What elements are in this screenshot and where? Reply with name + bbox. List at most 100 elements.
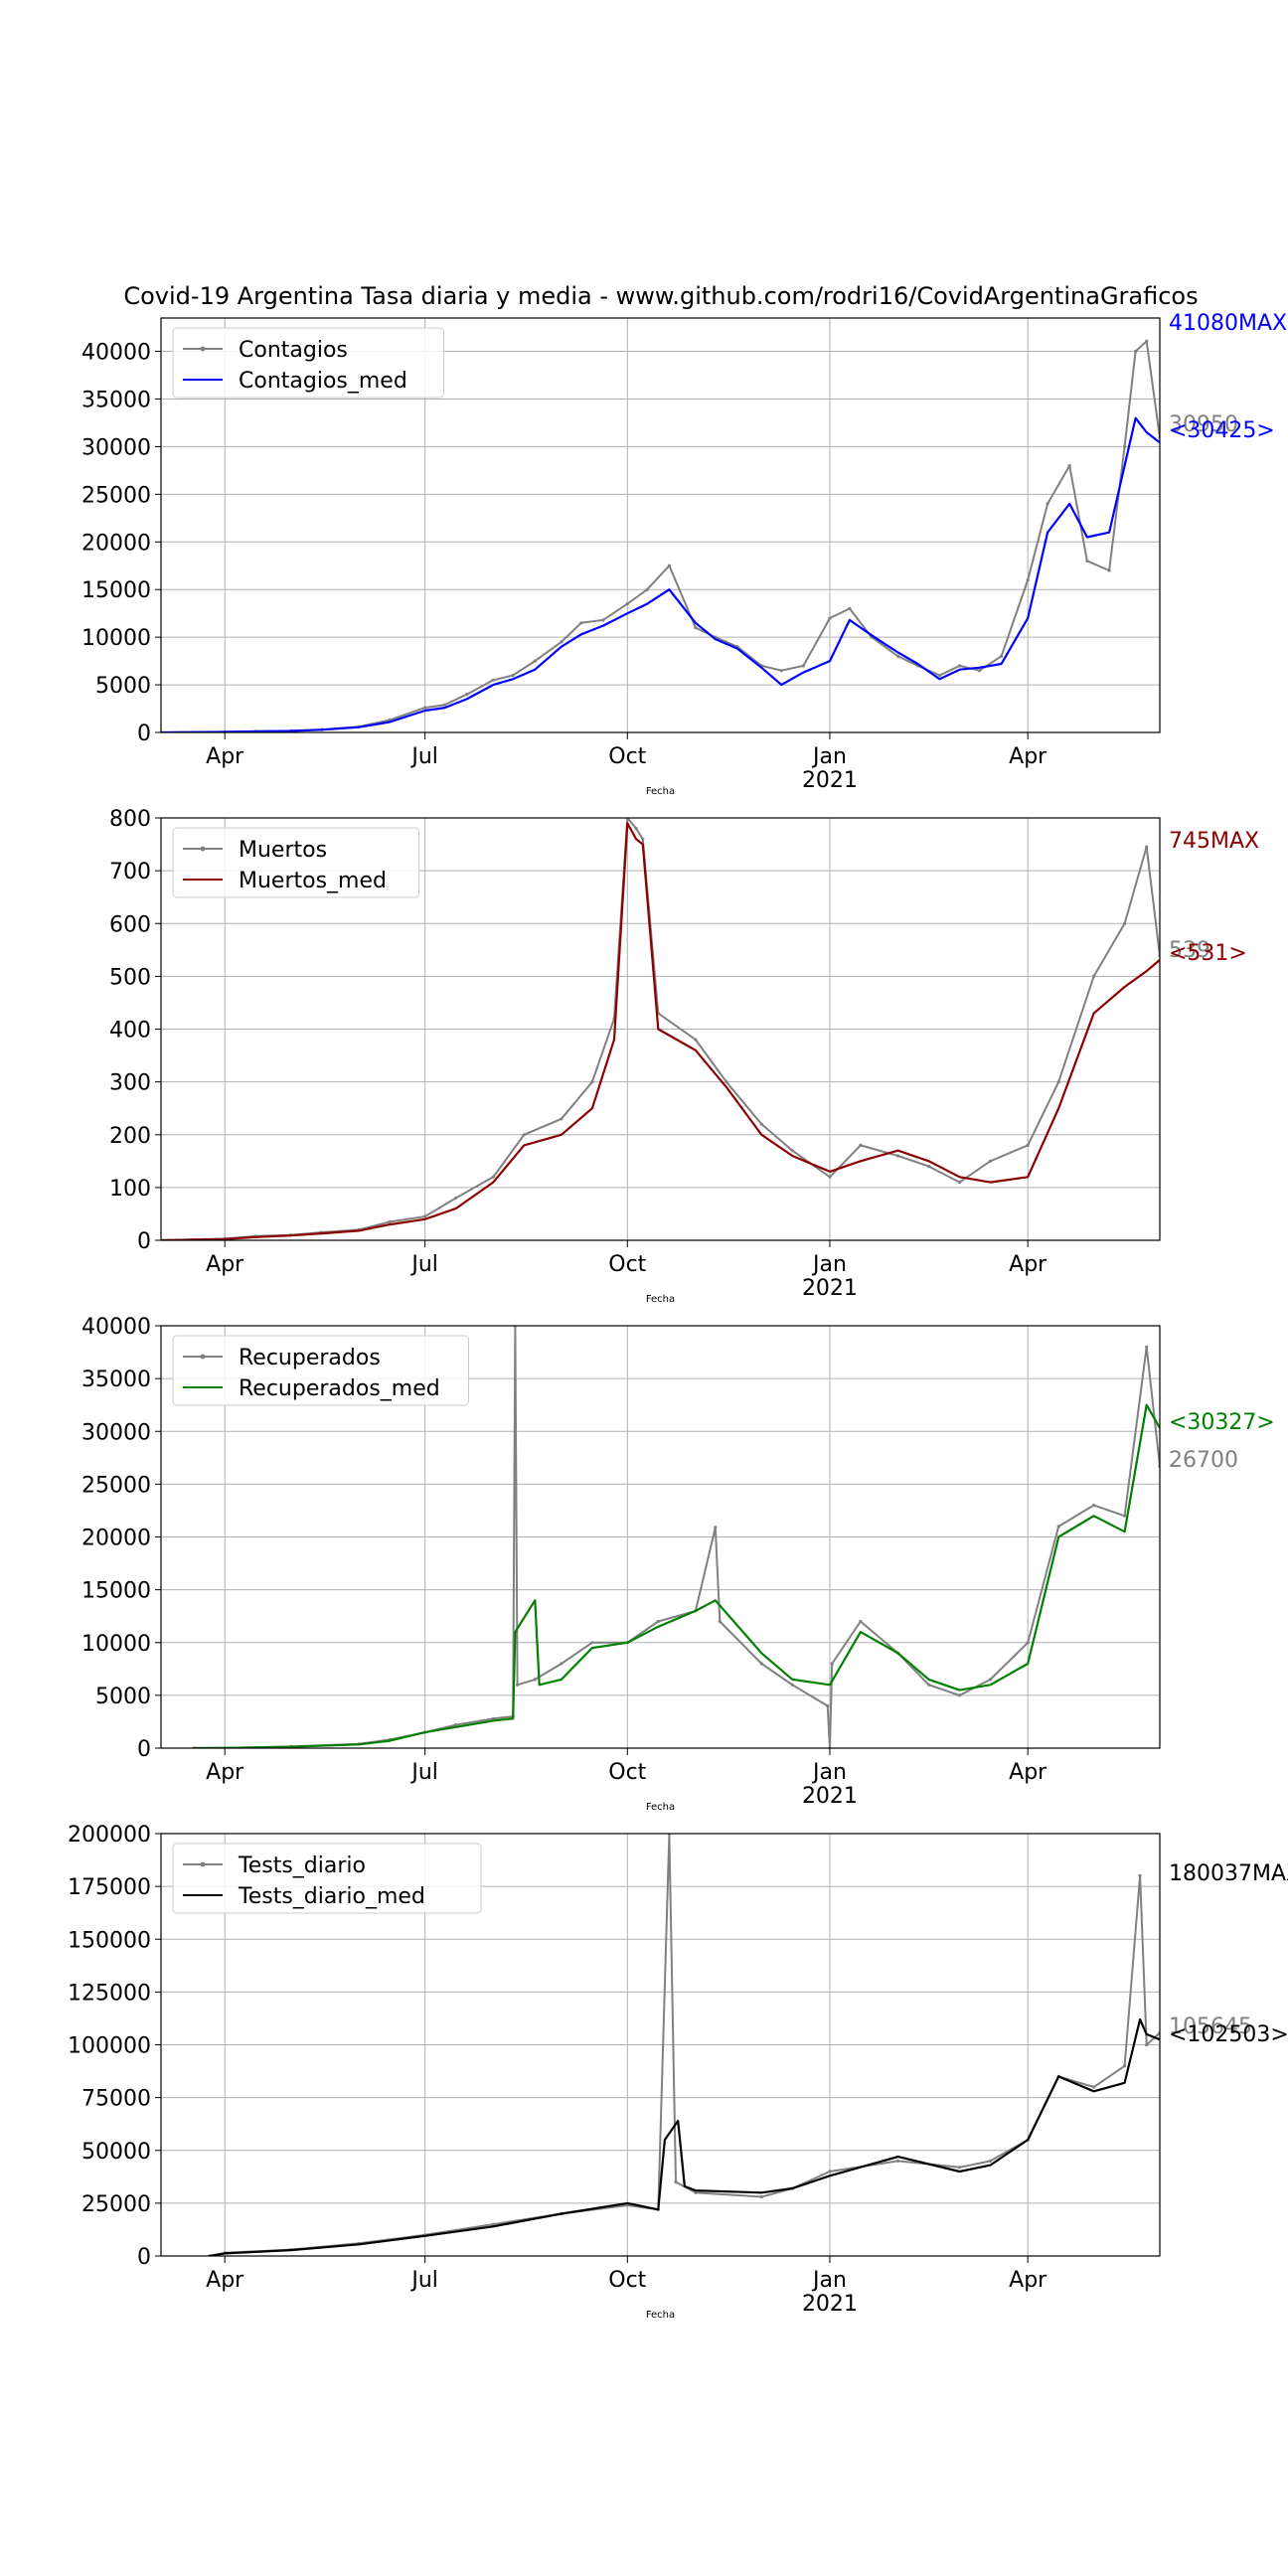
y-tick-label: 5000 [95, 1685, 151, 1709]
y-tick-label: 500 [109, 965, 151, 990]
y-tick-label: 150000 [68, 1928, 151, 1953]
data-point [491, 678, 495, 682]
data-point [590, 1641, 594, 1645]
series-lines [161, 818, 1160, 1240]
data-point [1145, 1345, 1149, 1349]
annotation-label: <531> [1169, 941, 1247, 966]
x-tick-label: Jul [409, 1760, 438, 1785]
y-tick-label: 200000 [68, 1823, 151, 1848]
data-point [645, 587, 649, 591]
data-point [896, 2159, 900, 2163]
x-tick-label: Apr [206, 1760, 244, 1785]
y-tick-label: 75000 [81, 2087, 151, 2112]
data-point [790, 1149, 794, 1153]
y-tick-label: 50000 [81, 2140, 151, 2165]
legend-marker [200, 346, 206, 352]
data-point [988, 1159, 993, 1163]
annotation-label: 30950 [1169, 412, 1238, 437]
data-point [656, 1619, 660, 1624]
x-axis-label: Fecha [646, 1802, 675, 1813]
data-point [423, 1214, 427, 1218]
data-point [454, 1723, 458, 1727]
data-point [1138, 1873, 1142, 1877]
data-point [1145, 845, 1149, 849]
legend-label: Tests_diario_med [238, 1884, 425, 1909]
x-year-label: 2021 [802, 768, 858, 793]
x-tick-label: Apr [206, 2268, 244, 2293]
data-point [694, 2190, 698, 2194]
data-point [388, 1219, 392, 1223]
data-point [579, 621, 583, 625]
data-point [1145, 339, 1149, 343]
data-point [830, 1662, 834, 1666]
x-tick-label: Apr [1009, 2268, 1047, 2293]
series-line-tests_diario_med [209, 2017, 1160, 2256]
series-line-contagios_med [161, 416, 1160, 732]
legend: Tests_diario Tests_diario_med [172, 1843, 482, 1914]
data-point [1145, 2042, 1149, 2047]
annotation-label: 539 [1169, 938, 1210, 963]
y-tick-label: 0 [137, 1229, 151, 1254]
legend-label: Tests_diario [238, 1853, 366, 1878]
y-tick-label: 15000 [81, 578, 151, 603]
y-tick-label: 700 [109, 860, 151, 885]
axes-frame [160, 1325, 1161, 1749]
x-axis-label: Fecha [646, 786, 675, 797]
data-point [1026, 1641, 1030, 1645]
y-tick-label: 35000 [81, 1368, 151, 1392]
x-tick-label: Oct [608, 1252, 646, 1277]
x-year-label: 2021 [802, 2292, 858, 2317]
data-point [560, 640, 564, 644]
data-point [724, 1080, 728, 1084]
legend: Contagios Contagios_med [172, 327, 444, 399]
data-point [1092, 2085, 1096, 2089]
annotation-label: 41080MAX [1169, 311, 1287, 336]
data-point [454, 1196, 458, 1201]
figure-title: Covid-19 Argentina Tasa diaria y media -… [123, 282, 1198, 310]
data-point [1123, 1514, 1127, 1518]
x-tick-label: Oct [608, 744, 646, 769]
data-point [443, 703, 447, 707]
data-point [759, 1122, 763, 1126]
legend-label: Contagios_med [239, 369, 407, 394]
data-point [828, 1175, 832, 1179]
legend: Muertos Muertos_med [172, 827, 419, 898]
x-tick-label: Jan [811, 1760, 847, 1785]
data-point [694, 1038, 698, 1042]
y-tick-label: 125000 [68, 1981, 151, 2006]
y-tick-label: 20000 [81, 1527, 151, 1551]
data-point [533, 659, 537, 663]
legend-label: Contagios [239, 338, 348, 363]
data-point [848, 606, 852, 611]
legend-box [172, 327, 444, 399]
data-point [826, 1703, 830, 1708]
data-point [859, 1143, 863, 1147]
legend-label: Muertos [239, 838, 327, 863]
data-point [634, 827, 638, 831]
y-tick-label: 30000 [81, 1420, 151, 1445]
data-point [1092, 1504, 1096, 1508]
data-point [958, 2166, 962, 2170]
legend: Recuperados Recuperados_med [172, 1335, 469, 1406]
x-tick-label: Jan [811, 744, 847, 769]
annotation-label: <102503> [1169, 2022, 1288, 2047]
data-point [1085, 559, 1089, 564]
data-point [828, 616, 832, 620]
series-lines [208, 1834, 1160, 2256]
data-point [714, 1526, 718, 1530]
data-point [1092, 974, 1096, 979]
annotation-label: 745MAX [1169, 829, 1259, 854]
annotation-label: <30327> [1169, 1410, 1275, 1435]
chart-panel-1: 0 5000 10000 15000 20000 25000 30000 35000 40000… [81, 311, 1287, 797]
legend-box [172, 1843, 482, 1914]
x-tick-label: Jul [409, 744, 438, 769]
data-point [1000, 654, 1004, 658]
x-tick-label: Jan [811, 1252, 847, 1277]
data-point [759, 2194, 763, 2199]
x-tick-label: Jul [409, 1252, 438, 1277]
data-point [491, 1175, 495, 1179]
x-tick-label: Apr [206, 1252, 244, 1277]
data-point [601, 618, 605, 622]
x-tick-label: Apr [1009, 1760, 1047, 1785]
data-point [1026, 1143, 1030, 1147]
